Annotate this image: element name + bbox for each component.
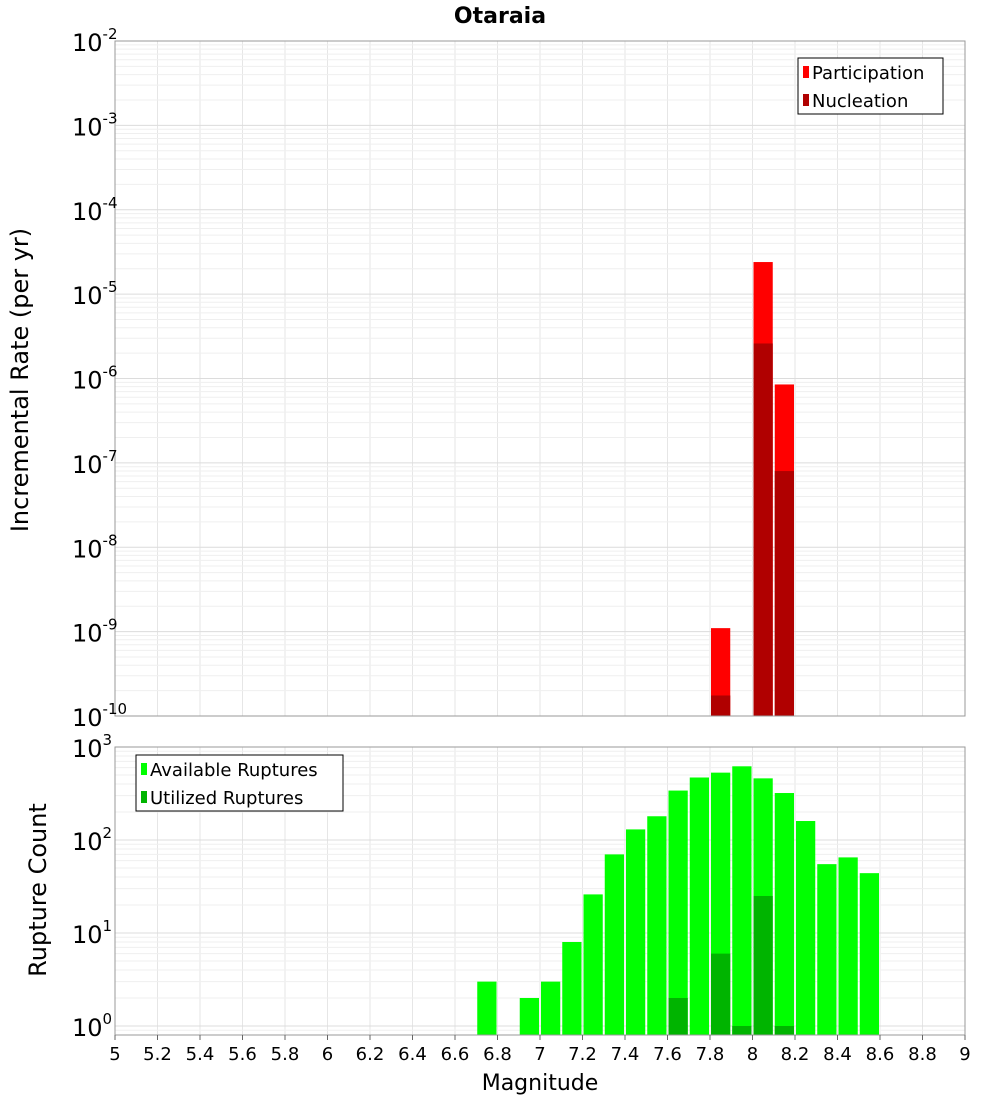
count-bar bbox=[562, 942, 582, 1035]
x-tick-label: 9 bbox=[959, 1044, 970, 1065]
count-y-ticks: 103 102 101 100 bbox=[72, 731, 112, 1042]
count-bar bbox=[774, 793, 794, 1035]
count-bar bbox=[838, 857, 858, 1035]
rate-bar bbox=[753, 343, 773, 716]
count-legend-swatch bbox=[141, 763, 147, 775]
x-tick-label: 8.2 bbox=[781, 1044, 810, 1065]
count-bar bbox=[583, 894, 603, 1035]
rate-panel: 10-2 10-3 10-4 10-5 10-6 10-7 10-8 10-9 10-10 In… bbox=[6, 25, 966, 732]
count-bar bbox=[732, 766, 752, 1035]
x-tick-label: 6 bbox=[322, 1044, 333, 1065]
count-bars bbox=[477, 766, 879, 1035]
rate-y-tick-label: 10-8 bbox=[72, 531, 118, 563]
count-bar bbox=[689, 777, 709, 1035]
x-axis-label: Magnitude bbox=[482, 1071, 599, 1096]
rate-y-tick-label: 10-4 bbox=[72, 194, 118, 226]
rate-legend-swatch bbox=[803, 66, 809, 78]
count-bar bbox=[668, 790, 688, 1035]
rate-y-axis-label: Incremental Rate (per yr) bbox=[6, 228, 34, 532]
rate-bar bbox=[711, 695, 731, 716]
count-legend: Available Ruptures Utilized Ruptures bbox=[135, 754, 344, 812]
rate-legend-swatch bbox=[803, 94, 809, 106]
count-bar bbox=[519, 997, 539, 1035]
rate-plot-frame bbox=[114, 40, 966, 717]
count-bar bbox=[647, 816, 667, 1035]
count-legend-box bbox=[135, 754, 344, 812]
count-bar bbox=[859, 873, 879, 1035]
rate-y-tick-label: 10-10 bbox=[72, 700, 127, 732]
count-y-tick-label: 101 bbox=[72, 917, 112, 949]
x-tick-label: 8 bbox=[747, 1044, 758, 1065]
count-bar bbox=[477, 981, 497, 1035]
count-y-tick-label: 100 bbox=[72, 1010, 112, 1042]
count-bar bbox=[604, 854, 624, 1035]
x-tick-label: 5.4 bbox=[186, 1044, 215, 1065]
count-legend-label: Utilized Ruptures bbox=[150, 788, 303, 809]
x-axis-ticks: 5 5.2 5.4 5.6 5.8 6 6.2 6.4 6.6 6.8 7 7.2 7.4 7.6 7.8 8… bbox=[109, 1035, 971, 1065]
rate-y-tick-label: 10-3 bbox=[72, 109, 118, 141]
rate-bar bbox=[711, 628, 731, 716]
count-bar bbox=[817, 864, 837, 1035]
rate-y-tick-label: 10-6 bbox=[72, 363, 118, 395]
count-legend-label: Available Ruptures bbox=[150, 760, 318, 781]
x-tick-label: 8.6 bbox=[866, 1044, 895, 1065]
rate-bar bbox=[774, 471, 794, 716]
count-panel: 103 102 101 100 Rupture Count Available Rup… bbox=[24, 731, 966, 1042]
rate-y-tick-label: 10-9 bbox=[72, 616, 118, 648]
rate-legend-label: Nucleation bbox=[812, 91, 908, 112]
rate-bars bbox=[711, 262, 794, 716]
count-bar bbox=[796, 821, 816, 1035]
count-y-axis-label: Rupture Count bbox=[24, 803, 52, 977]
x-tick-label: 7 bbox=[534, 1044, 545, 1065]
rate-y-tick-label: 10-2 bbox=[72, 25, 118, 57]
x-tick-label: 7.2 bbox=[568, 1044, 597, 1065]
count-bar bbox=[668, 997, 688, 1035]
x-tick-label: 7.6 bbox=[653, 1044, 682, 1065]
x-tick-label: 5.6 bbox=[228, 1044, 257, 1065]
count-bar bbox=[732, 1025, 752, 1035]
count-bar bbox=[711, 953, 731, 1035]
chart-title: Otaraia bbox=[454, 4, 546, 29]
x-tick-label: 5.8 bbox=[271, 1044, 300, 1065]
rate-y-tick-label: 10-5 bbox=[72, 278, 118, 310]
count-y-tick-label: 102 bbox=[72, 824, 112, 856]
x-tick-label: 6.6 bbox=[441, 1044, 470, 1065]
rate-y-ticks: 10-2 10-3 10-4 10-5 10-6 10-7 10-8 10-9 10-10 bbox=[72, 25, 127, 732]
count-legend-swatch bbox=[141, 791, 147, 803]
x-tick-label: 8.4 bbox=[823, 1044, 852, 1065]
rate-legend-label: Participation bbox=[812, 63, 924, 84]
x-tick-label: 7.8 bbox=[696, 1044, 725, 1065]
x-tick-label: 6.2 bbox=[356, 1044, 385, 1065]
count-bar bbox=[626, 829, 646, 1035]
rate-y-tick-label: 10-7 bbox=[72, 447, 118, 479]
count-bar bbox=[774, 1025, 794, 1035]
rate-legend: Participation Nucleation bbox=[797, 57, 944, 115]
count-bar bbox=[541, 981, 561, 1035]
x-tick-label: 8.8 bbox=[908, 1044, 937, 1065]
rate-grid bbox=[114, 40, 966, 717]
count-bar bbox=[753, 895, 773, 1035]
rate-legend-box bbox=[797, 57, 944, 115]
x-tick-label: 5.2 bbox=[143, 1044, 172, 1065]
x-tick-label: 6.8 bbox=[483, 1044, 512, 1065]
x-tick-label: 7.4 bbox=[611, 1044, 640, 1065]
count-y-tick-label: 103 bbox=[72, 731, 112, 763]
x-tick-label: 5 bbox=[109, 1044, 120, 1065]
x-tick-label: 6.4 bbox=[398, 1044, 427, 1065]
